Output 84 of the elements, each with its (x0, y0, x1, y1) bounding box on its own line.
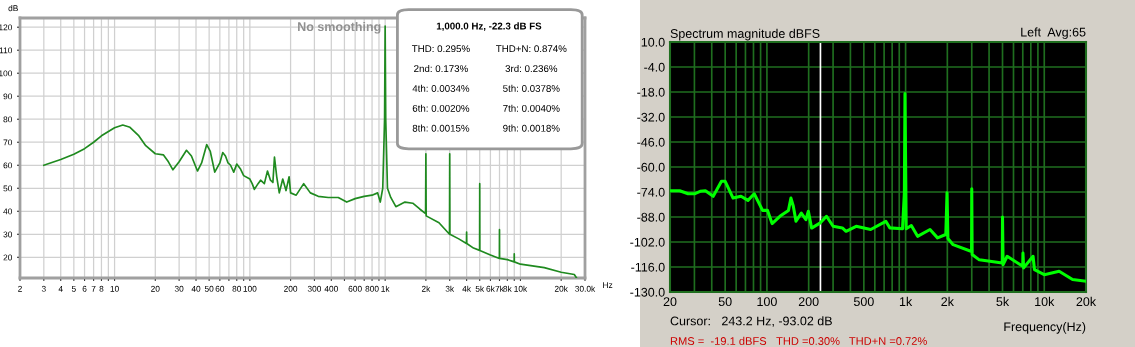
x-tick-label: 60 (215, 285, 225, 292)
x-tick-label: 4k (462, 285, 472, 292)
annotation: 5th: 0.0378% (503, 84, 560, 92)
annotation: 6th: 0.0020% (412, 104, 470, 112)
text: Cursor: 243.2 Hz, -93.02 dB (670, 316, 832, 327)
x-tick-label: 10k (514, 285, 528, 292)
annotation: 9th: 0.0018% (503, 124, 560, 132)
y-tick-label: 10.0 (641, 37, 665, 47)
x-tick-label: 2 (18, 285, 22, 292)
x-axis-title: Hz (603, 282, 613, 288)
y-tick-label: -60.0 (637, 162, 665, 172)
y-tick-label: 80 (3, 116, 13, 123)
x-tick-label: 50 (204, 285, 214, 292)
x-tick-label: 5k (475, 285, 485, 292)
x-tick-label: 20k (554, 285, 568, 292)
x-tick-label: 200 (284, 285, 298, 292)
x-tick-label: 8 (99, 285, 104, 292)
y-tick-label: -74.0 (637, 187, 665, 197)
x-tick-label: 2k (941, 296, 954, 306)
x-tick-label: 100 (243, 285, 257, 292)
y-tick-label: -32.0 (637, 112, 665, 122)
x-tick-label: 4 (58, 285, 63, 292)
x-tick-label: 1k (899, 296, 913, 306)
x-tick-label: 100 (757, 297, 777, 307)
annotation: 3rd: 0.236% (505, 64, 558, 73)
x-tick-label: 30.0k (575, 285, 596, 292)
annotation: 4th: 0.0034% (412, 84, 470, 92)
text: THD+N =0.72% (849, 337, 927, 345)
x-tick-label: 2k (421, 285, 431, 292)
x-tick-label: 800 (365, 285, 379, 292)
x-tick-label: 8k (503, 285, 512, 292)
x-tick-label: 400 (324, 285, 338, 292)
y-tick-label: -116.0 (631, 262, 665, 272)
text: THD =0.30% (776, 337, 840, 345)
x-tick-label: 1k (381, 285, 390, 292)
annotation: 1,000.0 Hz, -22.3 dB FS (436, 22, 542, 31)
x-tick-label: 10k (1035, 296, 1055, 307)
x-tick-label: 500 (853, 297, 874, 307)
x-tick-label: 10 (110, 285, 119, 292)
x-tick-label: 200 (798, 297, 819, 307)
x-tick-label: 300 (307, 285, 322, 292)
x-tick-label: 80 (232, 285, 242, 292)
y-tick-label: 110 (0, 47, 13, 54)
y-tick-label: 70 (3, 139, 13, 146)
x-tick-label: 20k (1076, 296, 1097, 307)
x-tick-label: 6k (486, 285, 495, 292)
y-tick-label: 60 (3, 162, 13, 169)
x-tick-label: 40 (191, 285, 201, 292)
y-tick-label: 40 (3, 208, 13, 215)
y-tick-label: 50 (3, 185, 13, 192)
y-tick-label: 90 (3, 93, 13, 100)
x-tick-label: 20 (663, 297, 677, 307)
x-tick-label: 3 (41, 285, 46, 292)
y-tick-label: -88.0 (637, 212, 665, 222)
annotation: No smoothing (298, 21, 381, 34)
annotation: THD+N: 0.874% (496, 45, 567, 53)
text: RMS = -19.1 dBFS (670, 336, 767, 345)
x-axis-title: Frequency(Hz) (1004, 322, 1086, 334)
y-tick-label: -46.0 (637, 137, 665, 147)
x-tick-label: 7 (91, 285, 96, 292)
y-tick-label: -4.0 (644, 62, 665, 72)
chart-title: Spectrum magnitude dBFS (670, 28, 820, 41)
annotation: 2nd: 0.173% (414, 64, 468, 73)
x-tick-label: 5k (996, 296, 1010, 307)
y-tick-label: -18.0 (637, 87, 665, 97)
x-tick-label: 20 (151, 285, 160, 292)
x-tick-label: 7k (495, 285, 504, 292)
x-tick-label: 5 (71, 285, 76, 292)
x-tick-label: 600 (348, 285, 362, 292)
annotation: THD: 0.295% (411, 45, 470, 53)
y-tick-label: 30 (3, 231, 13, 238)
annotation: 8th: 0.0015% (412, 124, 470, 132)
y-tick-label: -102.0 (630, 237, 665, 247)
x-tick-label: 3k (445, 285, 455, 292)
y-tick-label: 120 (0, 24, 13, 31)
y-tick-label: -130.0 (630, 287, 665, 297)
x-tick-label: 50 (718, 297, 732, 307)
text: Left Avg:65 (1021, 27, 1086, 39)
y-tick-label: 20 (3, 254, 13, 261)
x-tick-label: 6 (82, 285, 87, 292)
y-tick-label: 100 (0, 70, 13, 77)
x-tick-label: 30 (174, 285, 184, 292)
annotation: 7th: 0.0040% (503, 104, 560, 112)
y-axis-title: dB (8, 5, 18, 12)
